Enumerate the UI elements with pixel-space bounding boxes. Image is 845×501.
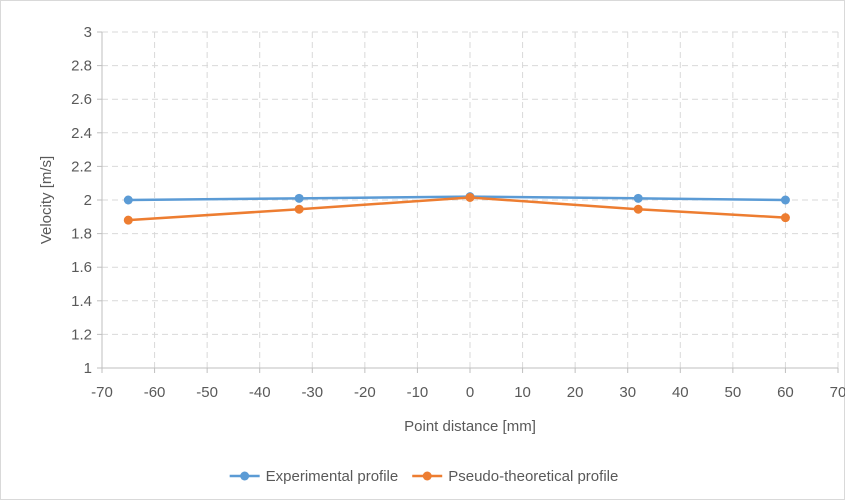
x-tick-label: 50 xyxy=(725,384,742,401)
y-tick-label: 1.8 xyxy=(71,226,92,243)
legend-item-1: Experimental profile xyxy=(229,468,399,485)
y-tick-label: 1.6 xyxy=(71,259,92,276)
data-point xyxy=(123,195,133,205)
y-tick-label: 1.4 xyxy=(71,293,92,310)
legend-marker xyxy=(422,471,432,481)
x-tick-label: -50 xyxy=(196,384,218,401)
axes xyxy=(97,31,839,373)
legend-marker xyxy=(240,471,250,481)
y-axis-title: Velocity [m/s] xyxy=(38,156,55,244)
x-tick-label: -10 xyxy=(407,384,429,401)
data-point xyxy=(633,204,643,214)
y-tick-label: 3 xyxy=(84,24,92,41)
x-tick-label: 0 xyxy=(466,384,474,401)
y-tick-label: 2.8 xyxy=(71,58,92,75)
tick-labels: 1 1.2 1.4 1.6 1.8 2 2.2 2.4 2.6 2.8 3 -70 -60 -50 -40 -… xyxy=(71,24,845,401)
data-point xyxy=(465,192,475,202)
legend-label: Pseudo-theoretical profile xyxy=(448,468,618,485)
gridlines xyxy=(101,31,839,368)
series-layer xyxy=(123,192,790,225)
legend-label: Experimental profile xyxy=(266,468,399,485)
legend-item-2: Pseudo-theoretical profile xyxy=(412,468,618,485)
x-tick-label: 30 xyxy=(619,384,636,401)
y-tick-label: 2.2 xyxy=(71,158,92,175)
legend-items: Experimental profile Pseudo-theoretical p… xyxy=(229,468,618,485)
data-point xyxy=(633,193,643,203)
data-point xyxy=(123,215,133,225)
x-tick-label: -30 xyxy=(301,384,323,401)
data-point xyxy=(780,213,790,223)
x-axis-title: Point distance [mm] xyxy=(404,418,536,435)
data-point xyxy=(294,193,304,203)
y-tick-label: 2.4 xyxy=(71,125,92,142)
y-tick-label: 1.2 xyxy=(71,326,92,343)
x-tick-label: 10 xyxy=(514,384,531,401)
x-tick-label: -60 xyxy=(144,384,166,401)
y-tick-label: 2.6 xyxy=(71,91,92,108)
x-tick-label: 70 xyxy=(830,384,845,401)
x-tick-label: -40 xyxy=(249,384,271,401)
y-tick-label: 2 xyxy=(84,192,92,209)
x-tick-label: 40 xyxy=(672,384,689,401)
series-line-2 xyxy=(128,196,786,222)
data-point xyxy=(294,204,304,214)
x-tick-label: -70 xyxy=(91,384,113,401)
x-tick-label: 20 xyxy=(567,384,584,401)
x-tick-label: -20 xyxy=(354,384,376,401)
x-tick-label: 60 xyxy=(777,384,794,401)
y-tick-label: 1 xyxy=(84,360,92,377)
data-point xyxy=(780,195,790,205)
legend: Experimental profile Pseudo-theoretical p… xyxy=(229,468,618,485)
